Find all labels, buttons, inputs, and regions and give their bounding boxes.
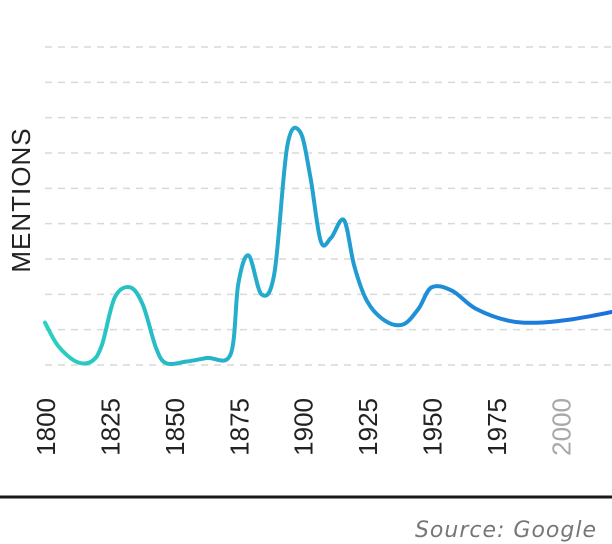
x-tick-label: 1800 — [31, 398, 61, 456]
x-tick-label: 1925 — [353, 398, 383, 456]
x-tick-label: 2000 — [547, 398, 577, 456]
x-tick-label: 1875 — [224, 398, 254, 456]
series-line — [43, 125, 612, 367]
source-label: Source: Google — [415, 518, 597, 543]
x-tick-label: 1975 — [482, 398, 512, 456]
x-axis-ticks: 1800 1825 1850 1875 1900 1925 1950 1975 2000 — [31, 398, 577, 456]
x-tick-label: 1825 — [95, 398, 125, 456]
y-axis-label: MENTIONS — [6, 127, 36, 272]
x-tick-label: 1950 — [418, 398, 448, 456]
x-tick-label: 1900 — [289, 398, 319, 456]
gridlines — [45, 46, 612, 366]
x-tick-label: 1850 — [160, 398, 190, 456]
